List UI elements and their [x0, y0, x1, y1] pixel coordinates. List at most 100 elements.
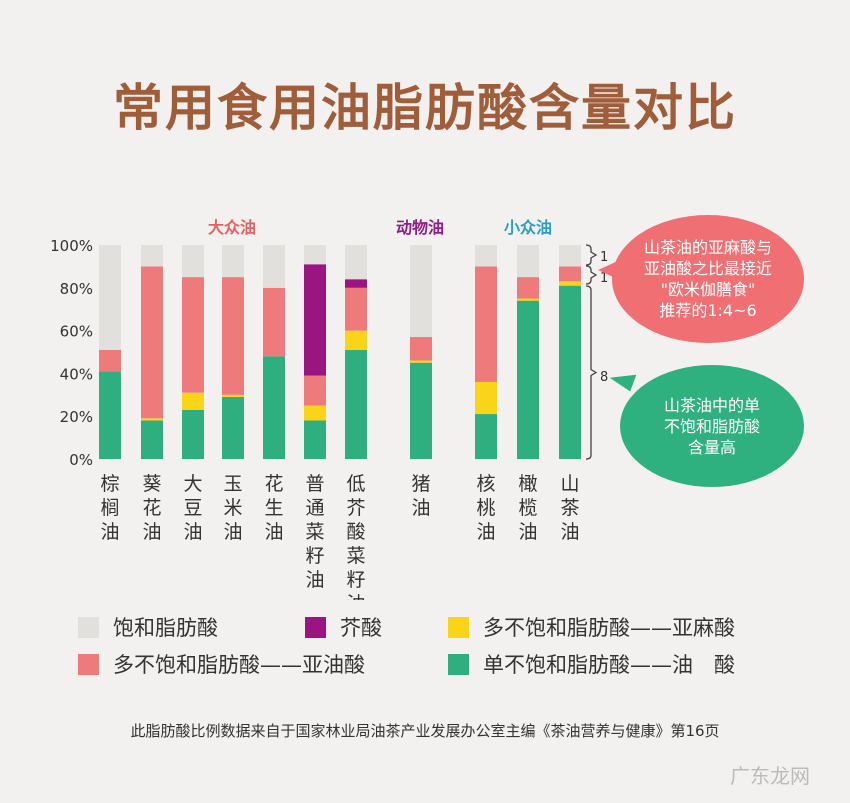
- bar-segment: [345, 287, 367, 331]
- bar-segment: [222, 396, 244, 459]
- callout-linolenic-ratio: 山茶油的亚麻酸与 亚油酸之比最接近 "欧米伽膳食" 推荐的1:4~6: [612, 215, 804, 343]
- x-category-label: 酸: [346, 521, 365, 543]
- x-category-label: 玉: [223, 473, 242, 495]
- bar-segment: [141, 418, 163, 421]
- x-category-label: 油: [142, 521, 161, 543]
- x-category-label: 油: [223, 521, 242, 543]
- bar-segment: [304, 375, 326, 406]
- legend-swatch: [78, 616, 99, 638]
- x-category-label: 棕: [100, 473, 119, 495]
- bar-segment: [475, 245, 497, 267]
- bar-segment: [304, 420, 326, 459]
- y-tick-label: 20%: [60, 408, 93, 426]
- bar-segment: [559, 266, 581, 282]
- bar-segment: [345, 279, 367, 288]
- bar-segment: [517, 300, 539, 459]
- y-tick-label: 100%: [50, 237, 93, 255]
- bar-segment: [345, 245, 367, 280]
- x-category-label: 花: [264, 473, 283, 495]
- x-category-label: 籽: [346, 569, 365, 591]
- bar-segment: [475, 414, 497, 459]
- callout-green-line: 山茶油中的单: [663, 395, 760, 415]
- legend-item-linolenic: 多不饱和脂肪酸——亚麻酸: [448, 612, 735, 642]
- x-category-label: 大: [183, 473, 202, 495]
- bar-segment: [517, 245, 539, 278]
- y-tick-label: 80%: [60, 280, 93, 298]
- x-category-label: 籽: [305, 545, 324, 567]
- x-category-label: 油: [346, 593, 365, 600]
- x-category-label: 低: [346, 473, 365, 495]
- x-category-label: 油: [305, 569, 324, 591]
- y-tick-label: 60%: [60, 323, 93, 341]
- bar-segment: [99, 371, 121, 459]
- x-category-label: 茶: [560, 497, 579, 519]
- bar-segment: [345, 330, 367, 350]
- ratio-bracket: [585, 265, 598, 285]
- x-category-label: 通: [305, 497, 324, 519]
- x-category-label: 山: [560, 473, 579, 495]
- bar-segment: [559, 285, 581, 459]
- bar-segment: [182, 277, 204, 393]
- bar-segment: [304, 405, 326, 421]
- bar-segment: [222, 277, 244, 395]
- legend-item-oleic: 单不饱和脂肪酸——油 酸: [448, 649, 735, 679]
- x-category-label: 葵: [142, 473, 161, 495]
- ratio-label: 1: [600, 250, 608, 265]
- legend-item-linoleic: 多不饱和脂肪酸——亚油酸: [78, 649, 365, 679]
- x-category-label: 油: [411, 497, 430, 519]
- bar-segment: [263, 356, 285, 459]
- y-tick-label: 0%: [69, 451, 93, 469]
- bar-segment: [99, 245, 121, 350]
- x-category-label: 核: [476, 473, 495, 495]
- bar-segment: [263, 287, 285, 357]
- bar-segment: [517, 277, 539, 299]
- bar-segment: [475, 266, 497, 382]
- x-category-label: 生: [264, 497, 283, 519]
- x-category-label: 普: [305, 473, 324, 495]
- callout-red-line: 山茶油的亚麻酸与: [643, 238, 772, 257]
- x-category-label: 榈: [100, 497, 119, 519]
- group-label: 大众油: [208, 218, 256, 237]
- group-label: 小众油: [504, 218, 552, 237]
- callout-green-line: 含量高: [687, 437, 736, 457]
- group-label: 动物油: [396, 218, 444, 237]
- x-category-label: 榄: [518, 497, 537, 519]
- legend-label: 饱和脂肪酸: [113, 616, 218, 640]
- ratio-bracket: [585, 244, 598, 266]
- x-category-label: 油: [476, 521, 495, 543]
- legend-swatch: [305, 616, 326, 638]
- legend-label: 芥酸: [340, 616, 382, 640]
- legend-label: 单不饱和脂肪酸——油 酸: [483, 653, 735, 677]
- legend-item-saturated: 饱和脂肪酸: [78, 612, 218, 642]
- x-category-label: 油: [560, 521, 579, 543]
- legend-item-erucic: 芥酸: [305, 612, 382, 642]
- legend-swatch: [448, 653, 469, 675]
- callout-green-line: 不饱和脂肪酸: [663, 416, 760, 436]
- bar-segment: [99, 349, 121, 372]
- bar-segment: [559, 245, 581, 267]
- y-tick-label: 40%: [60, 365, 93, 383]
- x-category-label: 油: [264, 521, 283, 543]
- x-category-label: 花: [142, 497, 161, 519]
- bar-segment: [182, 245, 204, 278]
- legend-swatch: [78, 653, 99, 675]
- callout-red-line: 亚油酸之比最接近: [643, 259, 772, 278]
- bar-segment: [517, 298, 539, 301]
- bar-segment: [475, 381, 497, 415]
- bar-segment: [182, 409, 204, 459]
- x-category-label: 桃: [476, 497, 495, 519]
- x-category-label: 橄: [518, 473, 537, 495]
- callout-red-line: "欧米伽膳食": [660, 280, 756, 299]
- x-category-label: 菜: [305, 521, 324, 543]
- bar-segment: [345, 349, 367, 459]
- bar-segment: [410, 245, 432, 338]
- ratio-label: 8: [600, 370, 608, 385]
- stacked-bar-chart: 0%20%40%60%80%100%棕榈油葵花油大豆油玉米油花生油普通菜籽油低芥…: [50, 218, 608, 600]
- legend-label: 多不饱和脂肪酸——亚油酸: [113, 653, 365, 677]
- x-category-label: 油: [100, 521, 119, 543]
- chart-title: 常用食用油脂肪酸含量对比: [113, 79, 737, 137]
- bar-segment: [410, 360, 432, 363]
- bar-segment: [141, 245, 163, 267]
- bar-segment: [222, 245, 244, 278]
- bar-segment: [222, 394, 244, 397]
